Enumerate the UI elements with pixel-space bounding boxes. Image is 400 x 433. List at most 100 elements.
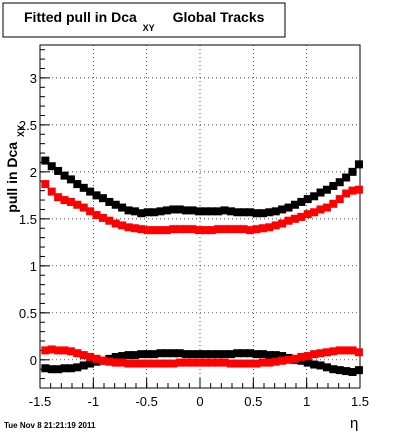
data-point [207, 350, 216, 359]
data-point [175, 358, 184, 367]
data-point [265, 351, 274, 360]
data-point [316, 361, 325, 370]
data-point [150, 359, 159, 368]
data-point [162, 206, 171, 215]
data-point [258, 209, 267, 218]
data-point [41, 156, 50, 165]
data-point [290, 200, 299, 209]
data-point [41, 346, 50, 355]
data-point [316, 188, 325, 197]
data-point [239, 208, 248, 217]
data-point [335, 346, 344, 355]
data-point [214, 350, 223, 359]
data-point [258, 224, 267, 233]
data-point [201, 226, 210, 235]
data-point [297, 197, 306, 206]
y-tick-label: 0 [30, 353, 37, 368]
data-point [182, 358, 191, 367]
data-point [226, 225, 235, 234]
data-point [335, 195, 344, 204]
x-tick-label: 1 [303, 394, 310, 409]
data-point [60, 346, 69, 355]
data-point [60, 171, 69, 180]
data-point [92, 354, 101, 363]
data-point [60, 364, 69, 373]
y-tick-labels: 0 0.5 1 1.5 2 2.5 3 [19, 71, 37, 368]
data-point [143, 350, 152, 359]
data-point [226, 359, 235, 368]
data-point [47, 162, 56, 171]
svg-text:Fitted pull in Dca XY: Fitted pull in Dca XY Global Tracks [24, 9, 265, 34]
y-tick-label: 1.5 [19, 212, 37, 227]
data-point [290, 214, 299, 223]
data-point [329, 181, 338, 190]
data-point [169, 349, 178, 358]
data-point [233, 225, 242, 234]
data-point [73, 180, 82, 189]
data-point [47, 365, 56, 374]
data-point [194, 350, 203, 359]
data-point [252, 350, 261, 359]
data-point [111, 200, 120, 209]
data-point [348, 346, 357, 355]
plot-frame [39, 44, 361, 389]
data-point [278, 356, 287, 365]
data-point [265, 358, 274, 367]
y-axis-title-main: pull in Dca [4, 142, 20, 213]
data-point [342, 367, 351, 376]
data-point [348, 186, 357, 195]
y-tick-label: 1 [30, 259, 37, 274]
data-point [278, 219, 287, 228]
data-point [271, 351, 280, 360]
data-point [54, 166, 63, 175]
data-point [329, 199, 338, 208]
series-1 [41, 180, 363, 235]
data-point [207, 358, 216, 367]
data-point [278, 205, 287, 214]
data-point [310, 350, 319, 359]
data-point [130, 207, 139, 216]
data-point [124, 223, 133, 232]
data-point [118, 358, 127, 367]
data-point [342, 346, 351, 355]
data-point [60, 196, 69, 205]
data-point [86, 352, 95, 361]
timestamp: Tue Nov 8 21:21:19 2011 [4, 421, 96, 430]
data-point [66, 175, 75, 184]
data-point [188, 358, 197, 367]
title-subscript: XY [143, 23, 155, 33]
data-point [169, 359, 178, 368]
data-point [66, 347, 75, 356]
data-point [118, 203, 127, 212]
data-point [354, 348, 363, 357]
data-point [246, 208, 255, 217]
data-point [310, 208, 319, 217]
series-0 [41, 156, 363, 218]
data-point [124, 359, 133, 368]
x-tick-label: 0.5 [244, 394, 262, 409]
data-point [303, 195, 312, 204]
y-tick-label: 2.5 [19, 118, 37, 133]
data-point [73, 349, 82, 358]
data-point [162, 226, 171, 235]
data-point [316, 205, 325, 214]
x-tick-label: 0 [196, 394, 203, 409]
data-point [233, 359, 242, 368]
y-tick-label: 3 [30, 71, 37, 86]
data-point [233, 349, 242, 358]
data-point [329, 347, 338, 356]
data-point [47, 187, 56, 196]
data-point [54, 193, 63, 202]
data-point [278, 352, 287, 361]
data-point [156, 359, 165, 368]
data-point [105, 197, 114, 206]
data-point [246, 359, 255, 368]
data-point [98, 194, 107, 203]
data-point [233, 208, 242, 217]
y-tick-label: 0.5 [19, 306, 37, 321]
data-point [41, 364, 50, 373]
data-point [118, 221, 127, 230]
data-point [86, 359, 95, 368]
data-point [297, 212, 306, 221]
data-point [284, 355, 293, 364]
